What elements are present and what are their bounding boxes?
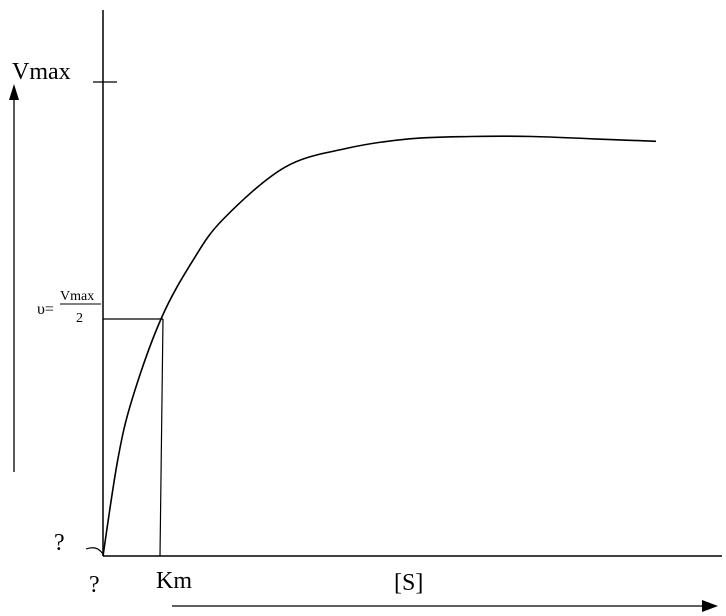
half-vmax-numerator: Vmax [60, 289, 94, 304]
y-direction-arrowhead [9, 84, 19, 100]
km-label: Km [156, 568, 192, 594]
km-guide [159, 318, 164, 557]
x-origin-label: ? [89, 572, 100, 598]
series-points [102, 136, 657, 558]
x-direction-arrowhead [702, 600, 718, 612]
half-vmax-prefix: υ= [37, 301, 54, 318]
half-vmax-denominator: 2 [76, 311, 83, 326]
x-axis-label: [S] [394, 570, 423, 596]
origin-hook [85, 547, 105, 557]
y-origin-label: ? [54, 530, 65, 556]
series-curve [102, 135, 657, 557]
vmax-label: Vmax [12, 59, 71, 85]
